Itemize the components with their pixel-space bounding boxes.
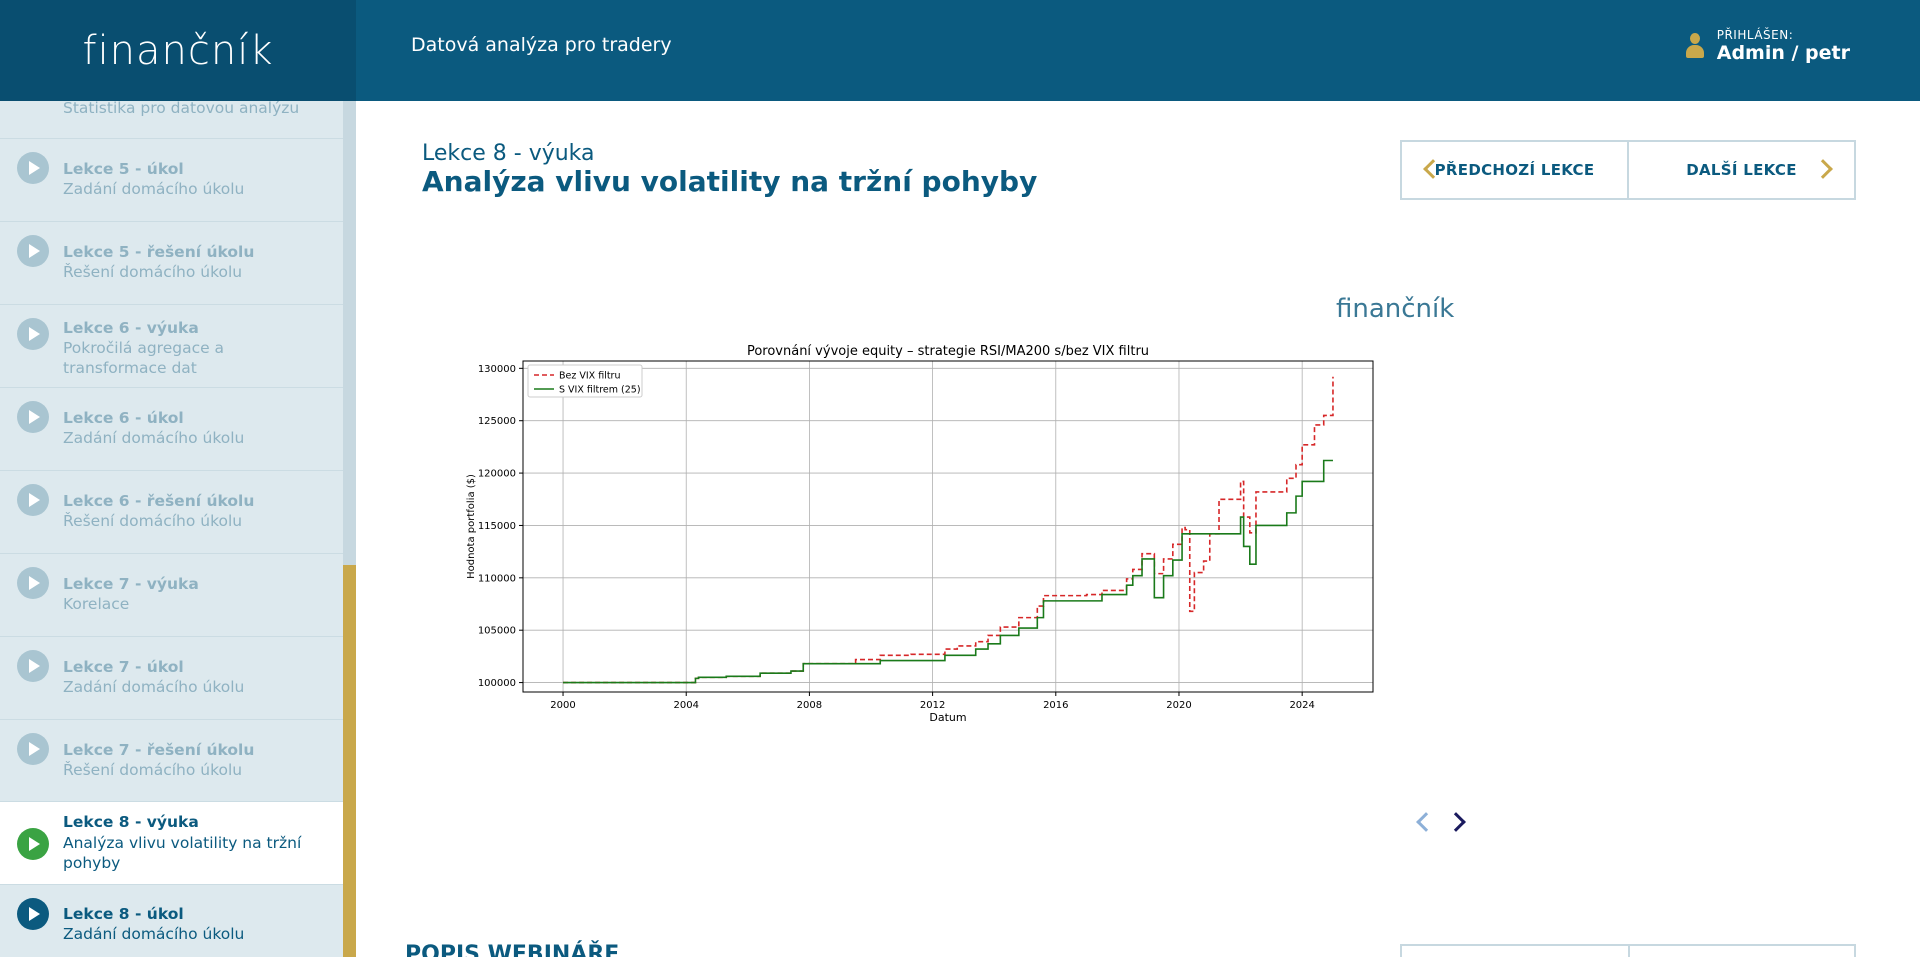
prev-lesson-button[interactable]: PŘEDCHOZÍ LEKCE bbox=[1402, 142, 1627, 198]
prev-lesson-label: PŘEDCHOZÍ LEKCE bbox=[1434, 161, 1595, 179]
play-icon bbox=[17, 567, 49, 599]
sidebar-lesson-active[interactable]: Lekce 8 - výuka Analýza vlivu volatility… bbox=[0, 802, 343, 885]
next-lesson-button[interactable]: DALŠÍ LEKCE bbox=[1627, 142, 1854, 198]
play-icon bbox=[17, 401, 49, 433]
play-icon bbox=[17, 733, 49, 765]
chart-ylabel: Hodnota portfolia ($) bbox=[466, 474, 477, 579]
sidebar-lesson-sub: Zadání domácího úkolu bbox=[63, 429, 245, 447]
y-tick-label: 120000 bbox=[478, 469, 516, 480]
sidebar-lesson-title: Lekce 7 - řešení úkolu bbox=[63, 741, 255, 759]
top-header: finančník Datová analýza pro tradery PŘI… bbox=[0, 0, 1920, 101]
play-icon bbox=[17, 828, 49, 860]
sidebar-lesson-sub: Řešení domácího úkolu bbox=[63, 761, 243, 779]
play-icon bbox=[17, 484, 49, 516]
lesson-kicker: Lekce 8 - výuka bbox=[422, 141, 595, 166]
sidebar-lesson-title: Lekce 6 - úkol bbox=[63, 409, 184, 427]
y-tick-label: 100000 bbox=[478, 678, 516, 689]
page-title: Analýza vlivu volatility na tržní pohyby bbox=[422, 165, 1038, 198]
bottom-nav-box bbox=[1400, 944, 1856, 957]
sidebar-scrollbar-thumb[interactable] bbox=[343, 565, 356, 957]
sidebar-lesson[interactable]: Lekce 5 - řešení úkolu Řešení domácího ú… bbox=[0, 222, 343, 305]
slide-prev-icon[interactable] bbox=[1416, 812, 1436, 832]
play-icon bbox=[17, 152, 49, 184]
sidebar-lesson-sub: Zadání domácího úkolu bbox=[63, 180, 245, 198]
play-icon bbox=[17, 235, 49, 267]
lesson-sidebar: Statistika pro datovou analýzu Lekce 5 -… bbox=[0, 101, 343, 957]
sidebar-lesson[interactable]: Lekce 5 - úkol Zadání domácího úkolu bbox=[0, 139, 343, 222]
sidebar-lesson-sub: Analýza vlivu volatility na tržní pohyby bbox=[63, 834, 302, 872]
equity-chart: 2000 2004 2008 2012 2016 2020 2024 100000 105000… bbox=[466, 344, 1374, 724]
sidebar-lesson[interactable]: Lekce 6 - řešení úkolu Řešení domácího ú… bbox=[0, 471, 343, 554]
sidebar-lesson-partial[interactable]: Statistika pro datovou analýzu bbox=[0, 101, 343, 139]
sidebar-lesson[interactable]: Lekce 6 - výuka Pokročilá agregace a tra… bbox=[0, 305, 343, 388]
sidebar-lesson[interactable]: Lekce 7 - úkol Zadání domácího úkolu bbox=[0, 637, 343, 720]
sidebar-lesson-sub: Statistika pro datovou analýzu bbox=[63, 101, 300, 117]
sidebar-lesson-title: Lekce 8 - úkol bbox=[63, 905, 184, 923]
section-title: POPIS WEBINÁŘE bbox=[405, 942, 620, 957]
sidebar-lesson-sub: Zadání domácího úkolu bbox=[63, 925, 245, 943]
y-tick-label: 125000 bbox=[478, 416, 516, 427]
sidebar-lesson[interactable]: Lekce 7 - výuka Korelace bbox=[0, 554, 343, 637]
play-icon bbox=[17, 650, 49, 682]
y-tick-label: 110000 bbox=[478, 573, 516, 584]
sidebar-lesson-sub: Řešení domácího úkolu bbox=[63, 512, 243, 530]
chart-ticks: 2000 2004 2008 2012 2016 2020 2024 100000 105000… bbox=[478, 364, 1315, 711]
x-tick-label: 2012 bbox=[920, 700, 945, 711]
x-tick-label: 2008 bbox=[797, 700, 822, 711]
sidebar-lesson-sub: Korelace bbox=[63, 595, 130, 613]
legend-label-0: Bez VIX filtru bbox=[559, 371, 620, 382]
x-tick-label: 2004 bbox=[673, 700, 698, 711]
lesson-nav: PŘEDCHOZÍ LEKCE DALŠÍ LEKCE bbox=[1400, 140, 1856, 200]
chart-grid bbox=[523, 361, 1373, 692]
sidebar-lesson-title: Lekce 7 - úkol bbox=[63, 658, 184, 676]
series-line-0 bbox=[563, 376, 1334, 684]
sidebar-lesson-title: Lekce 5 - řešení úkolu bbox=[63, 243, 255, 261]
plot-frame bbox=[522, 360, 1374, 693]
sidebar-lesson[interactable]: Lekce 8 - úkol Zadání domácího úkolu bbox=[0, 885, 343, 957]
user-label: PŘIHLÁŠEN: bbox=[1716, 28, 1794, 42]
sidebar-lesson[interactable]: Lekce 7 - řešení úkolu Řešení domácího ú… bbox=[0, 720, 343, 802]
legend-box bbox=[527, 364, 643, 398]
next-lesson-label: DALŠÍ LEKCE bbox=[1686, 161, 1797, 179]
legend-label-1: S VIX filtrem (25) bbox=[559, 385, 641, 396]
sidebar-lesson-title: Lekce 6 - výuka bbox=[63, 319, 199, 337]
user-name: Admin / petr bbox=[1716, 42, 1850, 64]
series-line-1 bbox=[563, 459, 1333, 684]
sidebar-lesson-sub: Pokročilá agregace a transformace dat bbox=[63, 339, 225, 377]
sidebar-lesson-title: Lekce 6 - řešení úkolu bbox=[63, 492, 255, 510]
chart-xlabel: Datum bbox=[929, 711, 966, 724]
y-tick-label: 105000 bbox=[478, 626, 516, 637]
x-tick-label: 2020 bbox=[1166, 700, 1191, 711]
user-menu[interactable]: PŘIHLÁŠEN: Admin / petr bbox=[1685, 28, 1850, 64]
sidebar-lesson-title: Lekce 8 - výuka bbox=[63, 813, 199, 831]
sidebar-lesson-title: Lekce 5 - úkol bbox=[63, 160, 184, 178]
x-tick-label: 2024 bbox=[1289, 700, 1314, 711]
y-tick-label: 130000 bbox=[478, 364, 516, 375]
user-icon bbox=[1685, 33, 1705, 59]
chart-lines bbox=[563, 376, 1334, 684]
chart-title: Porovnání vývoje equity – strategie RSI/… bbox=[747, 344, 1149, 359]
logo[interactable]: finančník bbox=[0, 0, 356, 101]
logo-text: finančník bbox=[82, 27, 274, 74]
x-tick-label: 2000 bbox=[550, 700, 575, 711]
sidebar-lesson-title: Lekce 7 - výuka bbox=[63, 575, 199, 593]
sidebar-lesson-sub: Zadání domácího úkolu bbox=[63, 678, 245, 696]
play-icon bbox=[17, 898, 49, 930]
sidebar-lesson[interactable]: Lekce 6 - úkol Zadání domácího úkolu bbox=[0, 388, 343, 471]
chevron-right-icon bbox=[1813, 159, 1833, 179]
play-icon bbox=[17, 318, 49, 350]
chart-legend: Bez VIX filtru S VIX filtrem (25) bbox=[527, 364, 643, 398]
slide-next-icon[interactable] bbox=[1446, 812, 1466, 832]
course-title: Datová analýza pro tradery bbox=[411, 34, 672, 56]
slide-logo: finančník bbox=[1336, 294, 1455, 324]
x-tick-label: 2016 bbox=[1043, 700, 1068, 711]
y-tick-label: 115000 bbox=[478, 521, 516, 532]
sidebar-lesson-sub: Řešení domácího úkolu bbox=[63, 263, 243, 281]
